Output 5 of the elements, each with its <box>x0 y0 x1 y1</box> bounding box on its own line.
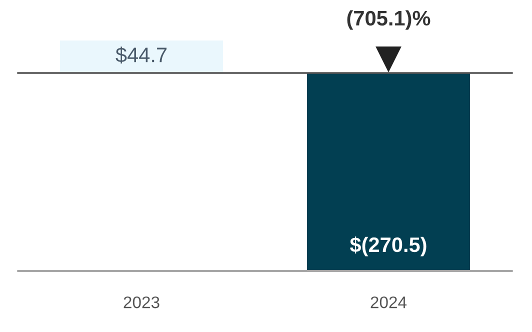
text: (705.1)% <box>347 10 430 30</box>
x-tick-label: 2023 <box>124 296 160 308</box>
data-label: $44.7 <box>116 46 167 64</box>
data-label: $(270.5) <box>350 236 426 256</box>
x-tick-label: 2024 <box>370 296 407 308</box>
